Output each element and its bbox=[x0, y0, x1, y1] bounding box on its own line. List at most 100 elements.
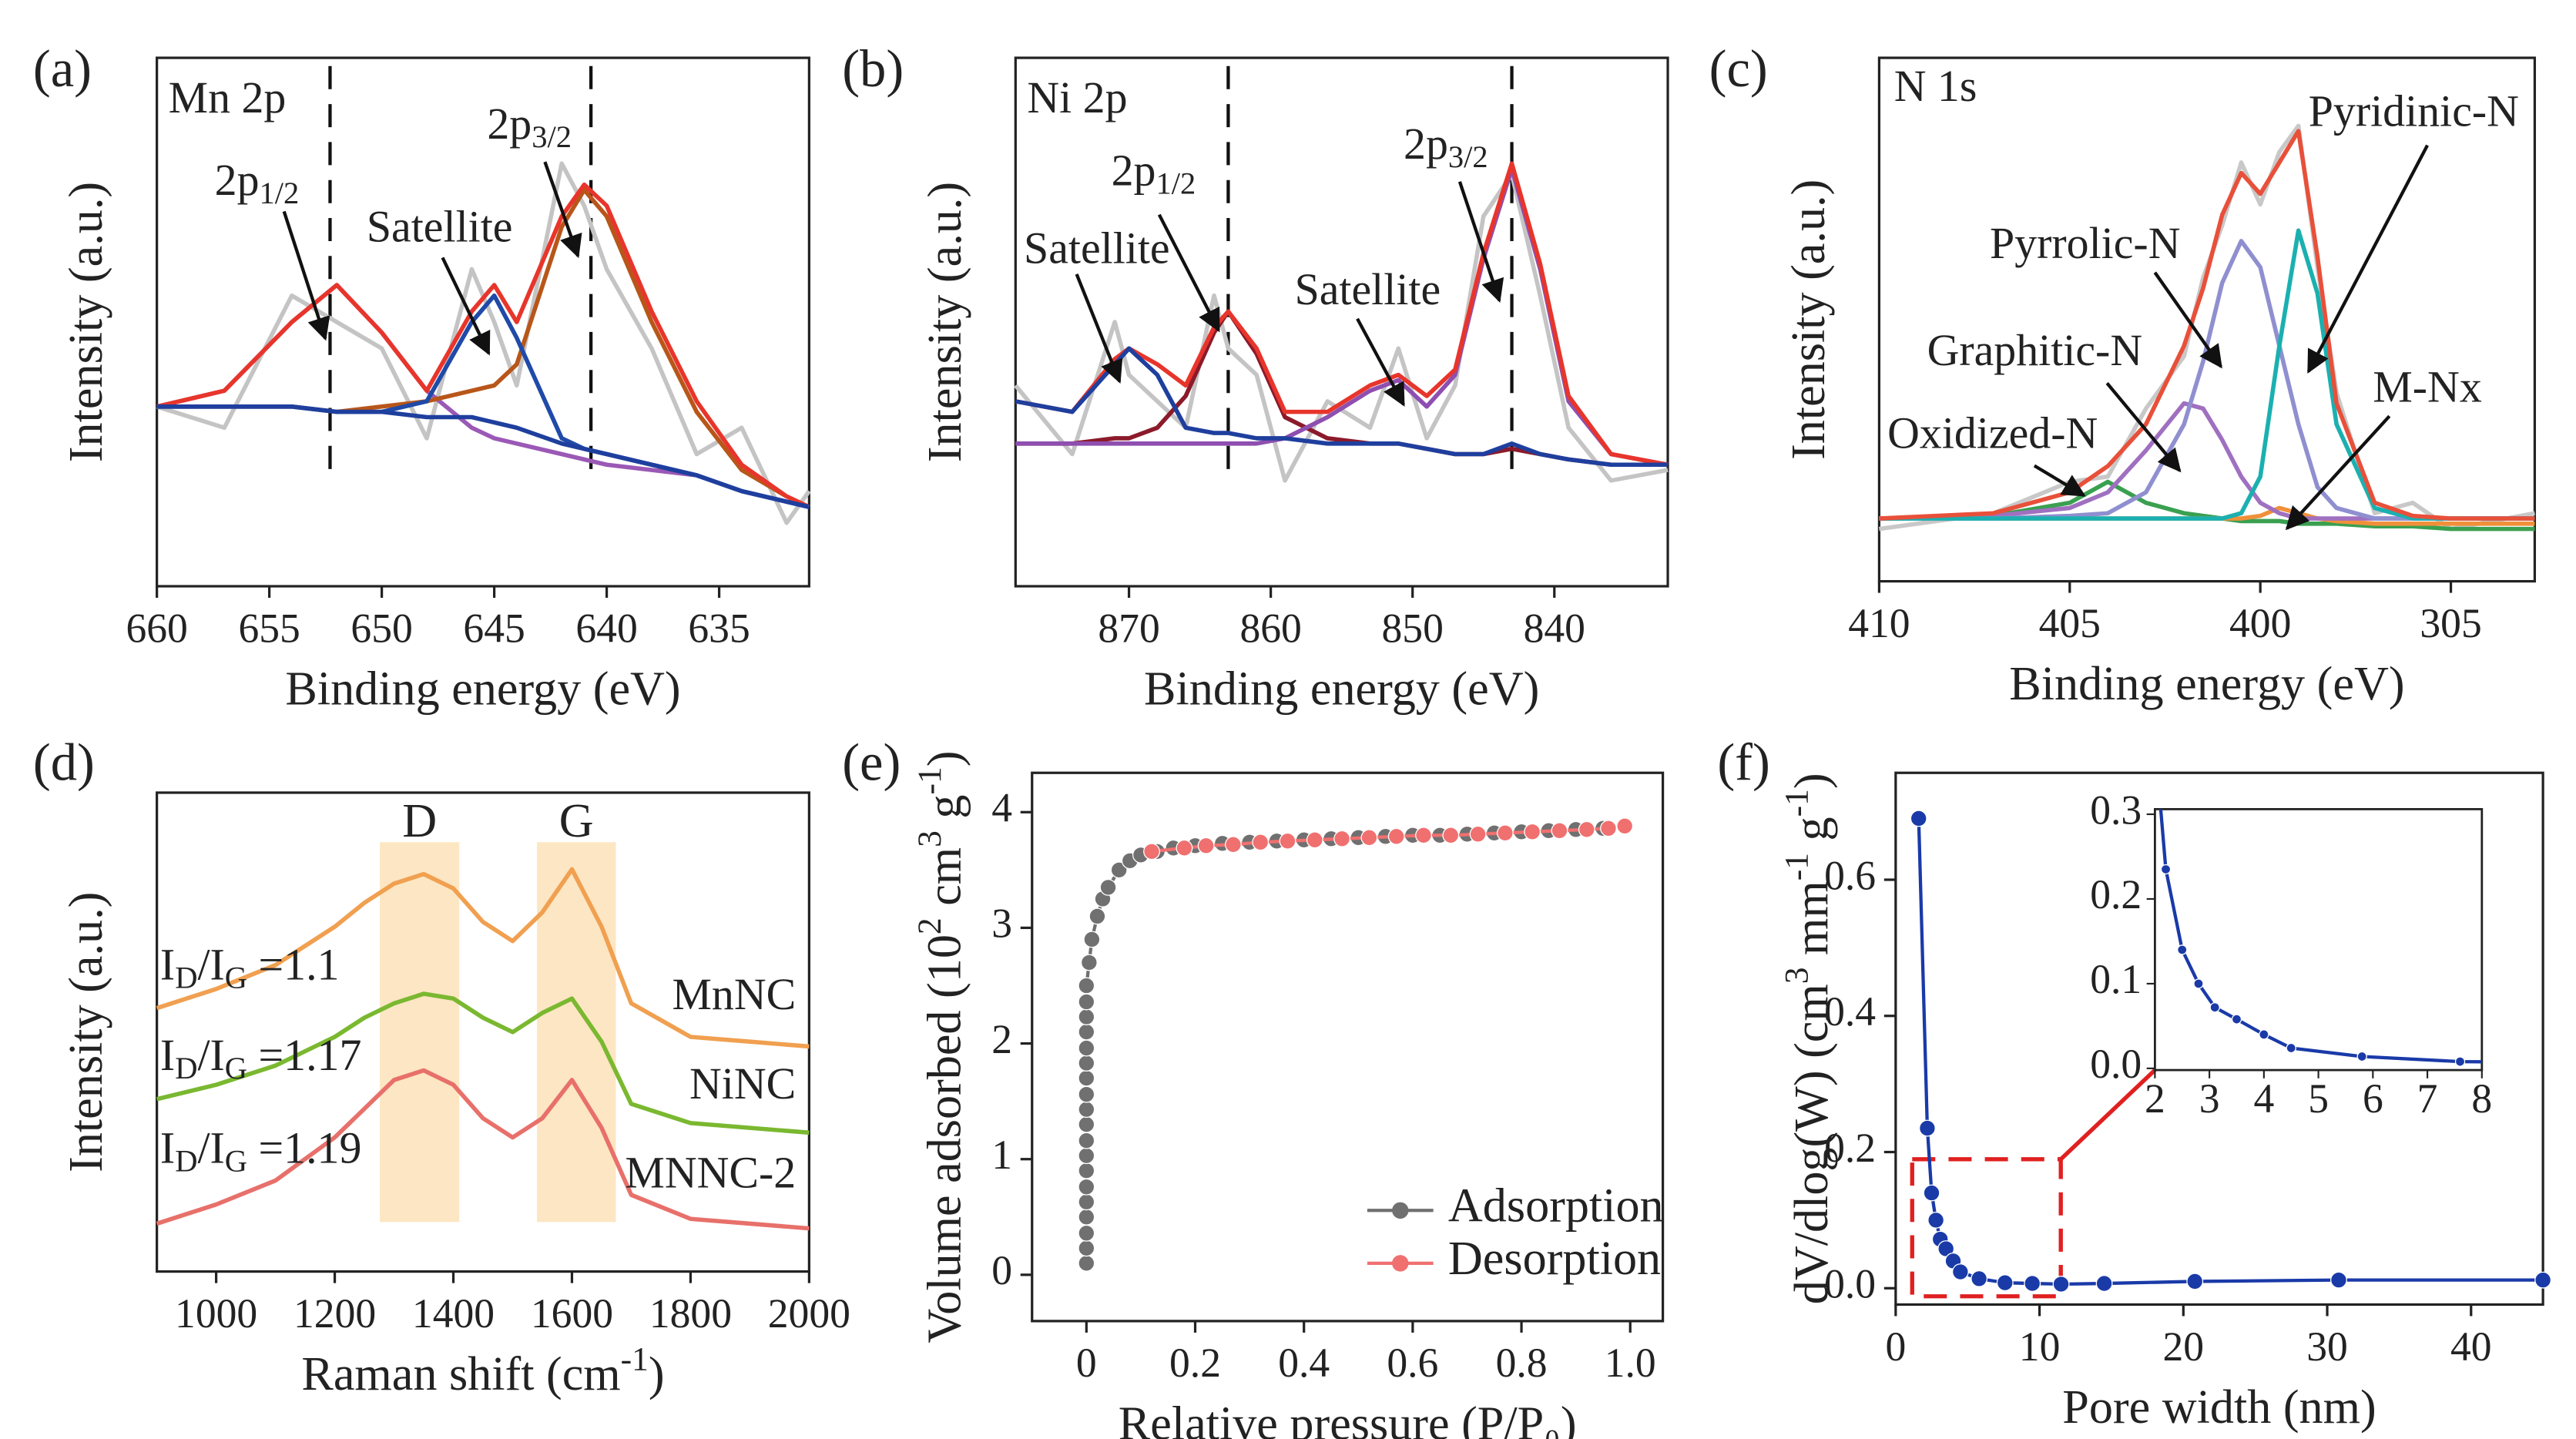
data-point bbox=[2330, 1271, 2347, 1289]
x-tick-label: 0 bbox=[1076, 1340, 1097, 1386]
annotation-part: D bbox=[175, 1052, 197, 1086]
y-axis-label: Intensity (a.u.) bbox=[60, 182, 112, 462]
data-point bbox=[2177, 944, 2188, 955]
legend-label: Adsorption bbox=[1448, 1180, 1664, 1233]
series-line bbox=[2158, 809, 2482, 1064]
inset-x-tick-label: 5 bbox=[2308, 1075, 2329, 1122]
data-point bbox=[2209, 1002, 2220, 1013]
data-point bbox=[1078, 1254, 1095, 1272]
x-tick-label: 1000 bbox=[175, 1290, 257, 1337]
plot-frame bbox=[1894, 771, 2544, 1307]
data-point bbox=[1360, 829, 1378, 847]
annotation-part: G bbox=[225, 1052, 247, 1086]
arrow bbox=[1075, 273, 1123, 384]
data-point bbox=[2286, 1042, 2296, 1054]
data-point bbox=[1176, 839, 1193, 857]
series-line bbox=[156, 182, 810, 509]
data-point bbox=[2534, 1271, 2552, 1289]
arrow bbox=[441, 257, 491, 356]
x-tick-label: 0 bbox=[1885, 1323, 1906, 1370]
series-line bbox=[1879, 479, 2535, 532]
x-tick-label: 840 bbox=[1524, 605, 1585, 651]
y-axis-label-part: mm bbox=[1786, 881, 1838, 967]
annotation: N 1s bbox=[1894, 61, 1977, 111]
x-tick-label: 30 bbox=[2306, 1323, 2348, 1370]
data-point bbox=[1279, 832, 1296, 850]
series-label: MNNC-2 bbox=[625, 1148, 796, 1198]
data-point bbox=[1080, 954, 1098, 971]
annotation: ID/IG =1.19 bbox=[160, 1123, 361, 1179]
y-axis-label-part: -1 bbox=[1778, 789, 1815, 817]
annotation-part: D bbox=[175, 961, 197, 995]
plot-frame bbox=[1877, 56, 2537, 583]
annotation-part: G bbox=[225, 961, 247, 995]
panel-label: (a) bbox=[33, 39, 92, 98]
y-axis-label: Intensity (a.u.) bbox=[919, 182, 971, 462]
plot-frame bbox=[1014, 56, 1669, 588]
data-point bbox=[1078, 1039, 1095, 1057]
series-label: NiNC bbox=[689, 1058, 796, 1109]
x-tick-label: 305 bbox=[2420, 600, 2481, 646]
data-point bbox=[2193, 978, 2204, 989]
data-point bbox=[1078, 993, 1095, 1011]
arrow bbox=[1157, 213, 1220, 333]
series-line bbox=[1879, 129, 2535, 521]
data-point bbox=[1996, 1274, 2014, 1292]
series-line bbox=[156, 283, 810, 509]
inset-x-tick-label: 6 bbox=[2363, 1075, 2383, 1122]
x-axis-label: Binding energy (eV) bbox=[2009, 658, 2404, 710]
series-line bbox=[1015, 161, 1669, 467]
data-point bbox=[1143, 843, 1160, 860]
y-axis-label-part: 3 bbox=[911, 830, 948, 847]
annotation-part: =1.17 bbox=[247, 1031, 361, 1081]
y-axis-label: Intensity (a.u.) bbox=[60, 892, 112, 1172]
data-point bbox=[1252, 834, 1270, 851]
annotation-part: 3/2 bbox=[1448, 139, 1488, 174]
inset-frame bbox=[2153, 808, 2484, 1072]
x-axis-label-part: -1 bbox=[621, 1340, 649, 1377]
data-point bbox=[2559, 1058, 2568, 1067]
x-axis-label-part: ) bbox=[649, 1348, 665, 1400]
y-axis-label: Volume adsorbed (102 cm3 g-1) bbox=[911, 751, 971, 1343]
annotation-part: G bbox=[225, 1144, 247, 1179]
inset-x-tick-label: 2 bbox=[2145, 1075, 2165, 1122]
data-point bbox=[1099, 878, 1117, 896]
annotation: 2p1/2 bbox=[215, 155, 300, 210]
annotation-part: 1/2 bbox=[1156, 166, 1196, 201]
y-axis-label-part: g bbox=[1786, 817, 1838, 853]
x-axis-label: Relative pressure (P/P₀) bbox=[1119, 1398, 1577, 1439]
annotation: Satellite bbox=[367, 201, 513, 251]
inset-y-tick-label: 0.2 bbox=[2090, 871, 2142, 917]
inset-x-tick-label: 4 bbox=[2253, 1075, 2274, 1122]
zoom-box bbox=[1910, 1157, 2063, 1299]
inset-y-tick-label: 0.0 bbox=[2090, 1041, 2142, 1087]
annotation-part: 2p bbox=[1404, 119, 1448, 169]
annotation: Graphitic-N bbox=[1927, 325, 2143, 375]
data-point bbox=[2231, 1014, 2242, 1025]
annotation: ID/IG =1.1 bbox=[160, 940, 340, 995]
series-line bbox=[1879, 228, 2535, 521]
annotation-part: I bbox=[160, 1123, 175, 1173]
data-point bbox=[1951, 1263, 1969, 1280]
series-label: MnNC bbox=[672, 969, 796, 1019]
zoom-connector bbox=[2059, 1068, 2157, 1161]
x-axis-label: Binding energy (eV) bbox=[1144, 663, 1539, 716]
data-point bbox=[1078, 1132, 1095, 1149]
series-line bbox=[156, 161, 811, 525]
data-point bbox=[1551, 822, 1568, 840]
x-tick-label: 850 bbox=[1382, 605, 1444, 651]
data-point bbox=[2128, 479, 2138, 488]
panel-label: (f) bbox=[1717, 733, 1770, 792]
band bbox=[537, 842, 616, 1223]
arrow bbox=[2285, 414, 2391, 531]
data-point bbox=[1616, 817, 1634, 835]
data-point bbox=[1197, 837, 1215, 854]
y-axis-label-part: dV/dlog(W) (cm bbox=[1786, 984, 1838, 1304]
y-axis-label: Intensity (a.u.) bbox=[1783, 179, 1835, 460]
x-tick-label: 1600 bbox=[531, 1290, 613, 1337]
series-line bbox=[1879, 239, 2535, 521]
inset-plot bbox=[2128, 479, 2568, 1067]
arrow bbox=[543, 161, 582, 259]
y-tick-label: 3 bbox=[991, 901, 1012, 947]
